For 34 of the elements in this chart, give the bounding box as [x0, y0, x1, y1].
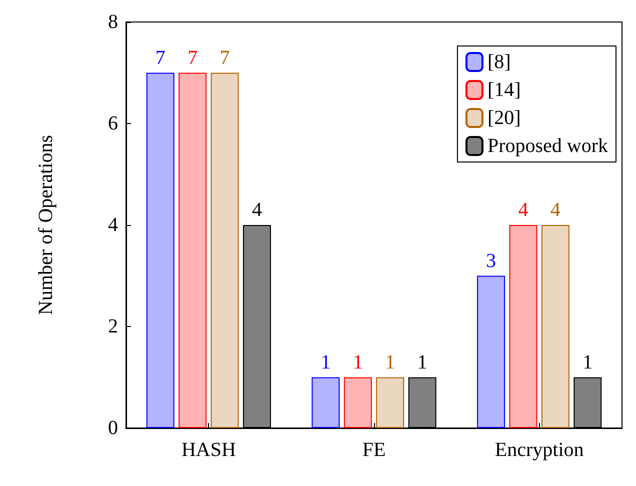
bar	[210, 72, 239, 428]
data-label: 4	[252, 199, 262, 221]
y-tick-label: 8	[108, 11, 118, 33]
bar	[344, 377, 372, 428]
y-tick-label: 2	[108, 316, 118, 338]
data-label: 1	[582, 351, 593, 374]
data-label: 4	[550, 199, 560, 221]
y-tick-label: 0	[108, 417, 118, 439]
data-label: 1	[320, 351, 331, 374]
x-tick-label: HASH	[181, 439, 236, 461]
x-tick-label: Encryption	[494, 439, 584, 461]
x-tick-label: FE	[362, 439, 386, 461]
y-tick-label: 4	[108, 214, 118, 236]
y-axis-title: Number of Operations	[35, 134, 57, 315]
data-label: 1	[352, 351, 363, 374]
data-label: 3	[486, 250, 496, 272]
bar	[477, 276, 506, 428]
data-label: 7	[155, 46, 166, 69]
data-label: 1	[385, 351, 396, 374]
legend-label: [20]	[487, 107, 521, 129]
data-label: 4	[518, 199, 528, 221]
y-tick-label: 6	[108, 112, 118, 134]
bar	[509, 225, 538, 428]
bar	[541, 225, 570, 428]
data-label: 7	[220, 46, 230, 69]
data-label: 7	[188, 46, 198, 69]
bar	[312, 377, 340, 428]
legend-label: [8]	[487, 51, 511, 73]
legend-label: Proposed work	[487, 135, 608, 157]
legend-label: [14]	[487, 79, 521, 101]
bar	[146, 72, 174, 428]
data-label: 1	[417, 351, 428, 374]
bar	[178, 72, 207, 428]
bar	[376, 377, 404, 428]
